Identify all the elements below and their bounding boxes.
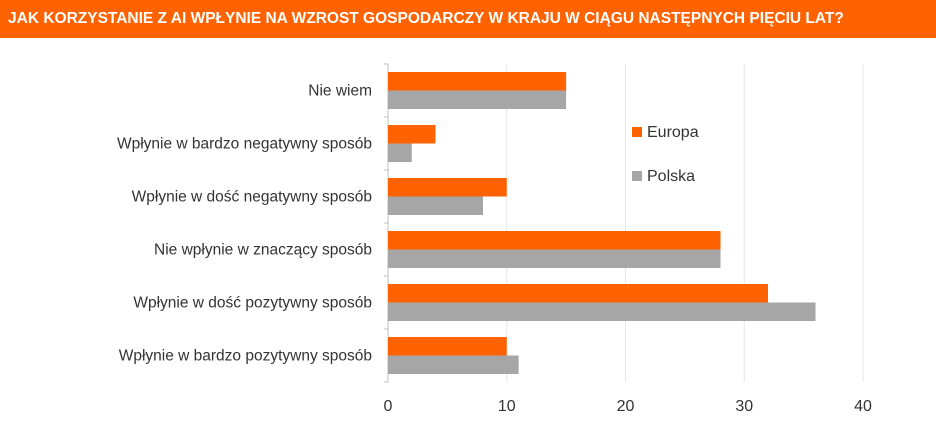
x-tick-label: 10 <box>498 398 516 415</box>
bar-polska <box>388 355 519 374</box>
bar-europa <box>388 125 436 144</box>
bar-polska <box>388 249 721 268</box>
category-label: Nie wiem <box>308 83 372 100</box>
chart-title: JAK KORZYSTANIE Z AI WPŁYNIE NA WZROST G… <box>0 0 936 38</box>
bar-polska <box>388 143 412 162</box>
bar-europa <box>388 178 507 197</box>
legend-label-polska: Polska <box>647 168 695 185</box>
x-tick-label: 30 <box>735 398 753 415</box>
category-label: Wpłynie w dość negatywny sposób <box>132 189 372 206</box>
x-tick-label: 40 <box>854 398 872 415</box>
x-tick-label: 0 <box>384 398 393 415</box>
bar-europa <box>388 231 721 250</box>
x-tick-label: 20 <box>617 398 635 415</box>
category-label: Wpłynie w bardzo pozytywny sposób <box>119 348 372 365</box>
category-label: Nie wpłynie w znaczący sposób <box>154 242 372 259</box>
legend-swatch-polska <box>632 171 642 181</box>
category-label: Wpłynie w dość pozytywny sposób <box>133 295 372 312</box>
bar-polska <box>388 90 567 109</box>
bar-polska <box>388 302 816 321</box>
legend-label-europa: Europa <box>647 124 699 141</box>
bar-europa <box>388 284 768 303</box>
category-label: Wpłynie w bardzo negatywny sposób <box>117 136 372 153</box>
bar-polska <box>388 196 483 215</box>
legend-swatch-europa <box>632 127 642 137</box>
bar-europa <box>388 72 567 91</box>
bar-europa <box>388 337 507 356</box>
